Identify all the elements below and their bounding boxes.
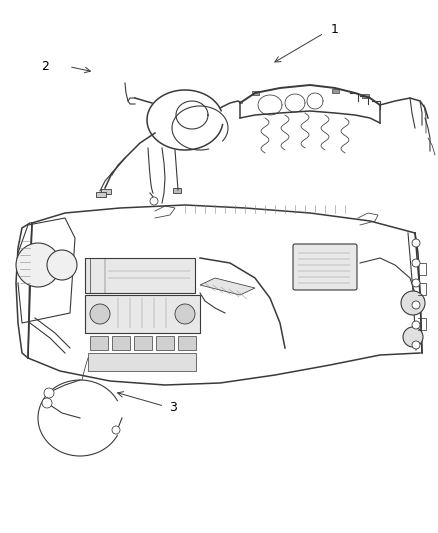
Circle shape xyxy=(175,304,195,324)
Bar xyxy=(156,336,174,350)
Circle shape xyxy=(150,197,158,205)
Bar xyxy=(96,192,106,197)
Bar xyxy=(332,89,339,93)
Bar xyxy=(178,336,196,350)
Bar xyxy=(88,353,196,371)
Circle shape xyxy=(47,250,77,280)
Text: 2: 2 xyxy=(42,60,49,73)
Circle shape xyxy=(412,279,420,287)
Bar xyxy=(85,258,195,293)
Bar xyxy=(362,94,369,98)
Polygon shape xyxy=(200,278,255,295)
Bar xyxy=(101,189,111,194)
Bar xyxy=(252,91,259,95)
Circle shape xyxy=(112,426,120,434)
Circle shape xyxy=(44,388,54,398)
Circle shape xyxy=(16,243,60,287)
Circle shape xyxy=(412,321,420,329)
Text: 1: 1 xyxy=(331,23,339,36)
Circle shape xyxy=(403,327,423,347)
Bar xyxy=(112,336,130,350)
Circle shape xyxy=(412,301,420,309)
Circle shape xyxy=(412,239,420,247)
FancyBboxPatch shape xyxy=(293,244,357,290)
Bar xyxy=(90,336,108,350)
Circle shape xyxy=(412,259,420,267)
Bar xyxy=(85,295,200,333)
Circle shape xyxy=(401,291,425,315)
Bar xyxy=(134,336,152,350)
Text: 3: 3 xyxy=(169,401,177,414)
Bar xyxy=(173,188,181,193)
Circle shape xyxy=(412,341,420,349)
Circle shape xyxy=(42,398,52,408)
Circle shape xyxy=(90,304,110,324)
